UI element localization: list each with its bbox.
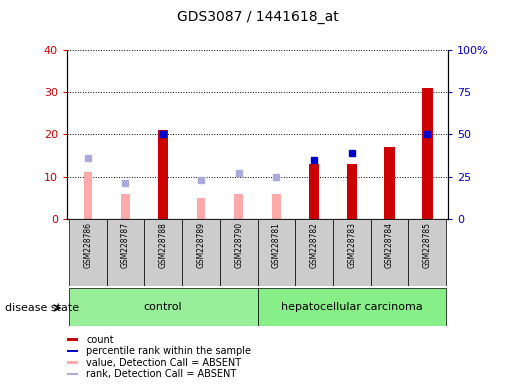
Bar [144, 219, 182, 286]
Bar [122, 194, 130, 219]
Text: disease state: disease state [5, 303, 79, 313]
Text: percentile rank within the sample: percentile rank within the sample [86, 346, 251, 356]
Text: GDS3087 / 1441618_at: GDS3087 / 1441618_at [177, 10, 338, 23]
Bar [258, 219, 295, 286]
Bar [67, 338, 78, 341]
Bar [69, 219, 107, 286]
Text: GSM228783: GSM228783 [347, 222, 356, 268]
Bar [220, 219, 258, 286]
Bar [422, 88, 433, 219]
Text: GSM228788: GSM228788 [159, 222, 168, 268]
Bar [83, 172, 92, 219]
Bar [67, 361, 78, 364]
Text: value, Detection Call = ABSENT: value, Detection Call = ABSENT [86, 358, 241, 367]
Bar [197, 198, 205, 219]
Text: rank, Detection Call = ABSENT: rank, Detection Call = ABSENT [86, 369, 236, 379]
Bar [107, 219, 144, 286]
Bar [69, 288, 258, 326]
Text: GSM228790: GSM228790 [234, 222, 243, 268]
Bar [67, 350, 78, 352]
Text: GSM228784: GSM228784 [385, 222, 394, 268]
Bar [333, 219, 371, 286]
Text: GSM228789: GSM228789 [196, 222, 205, 268]
Bar [158, 130, 168, 219]
Text: GSM228786: GSM228786 [83, 222, 92, 268]
Bar [67, 373, 78, 375]
Bar [371, 219, 408, 286]
Bar [234, 194, 243, 219]
Bar [182, 219, 220, 286]
Bar [272, 194, 281, 219]
Bar [347, 164, 357, 219]
Text: GSM228785: GSM228785 [423, 222, 432, 268]
Text: count: count [86, 334, 114, 344]
Bar [384, 147, 395, 219]
Text: control: control [144, 302, 182, 312]
Bar [295, 219, 333, 286]
Text: GSM228787: GSM228787 [121, 222, 130, 268]
Bar [408, 219, 446, 286]
Bar [309, 164, 319, 219]
Text: GSM228782: GSM228782 [310, 222, 319, 268]
Text: GSM228781: GSM228781 [272, 222, 281, 268]
Text: hepatocellular carcinoma: hepatocellular carcinoma [281, 302, 423, 312]
Bar [258, 288, 446, 326]
